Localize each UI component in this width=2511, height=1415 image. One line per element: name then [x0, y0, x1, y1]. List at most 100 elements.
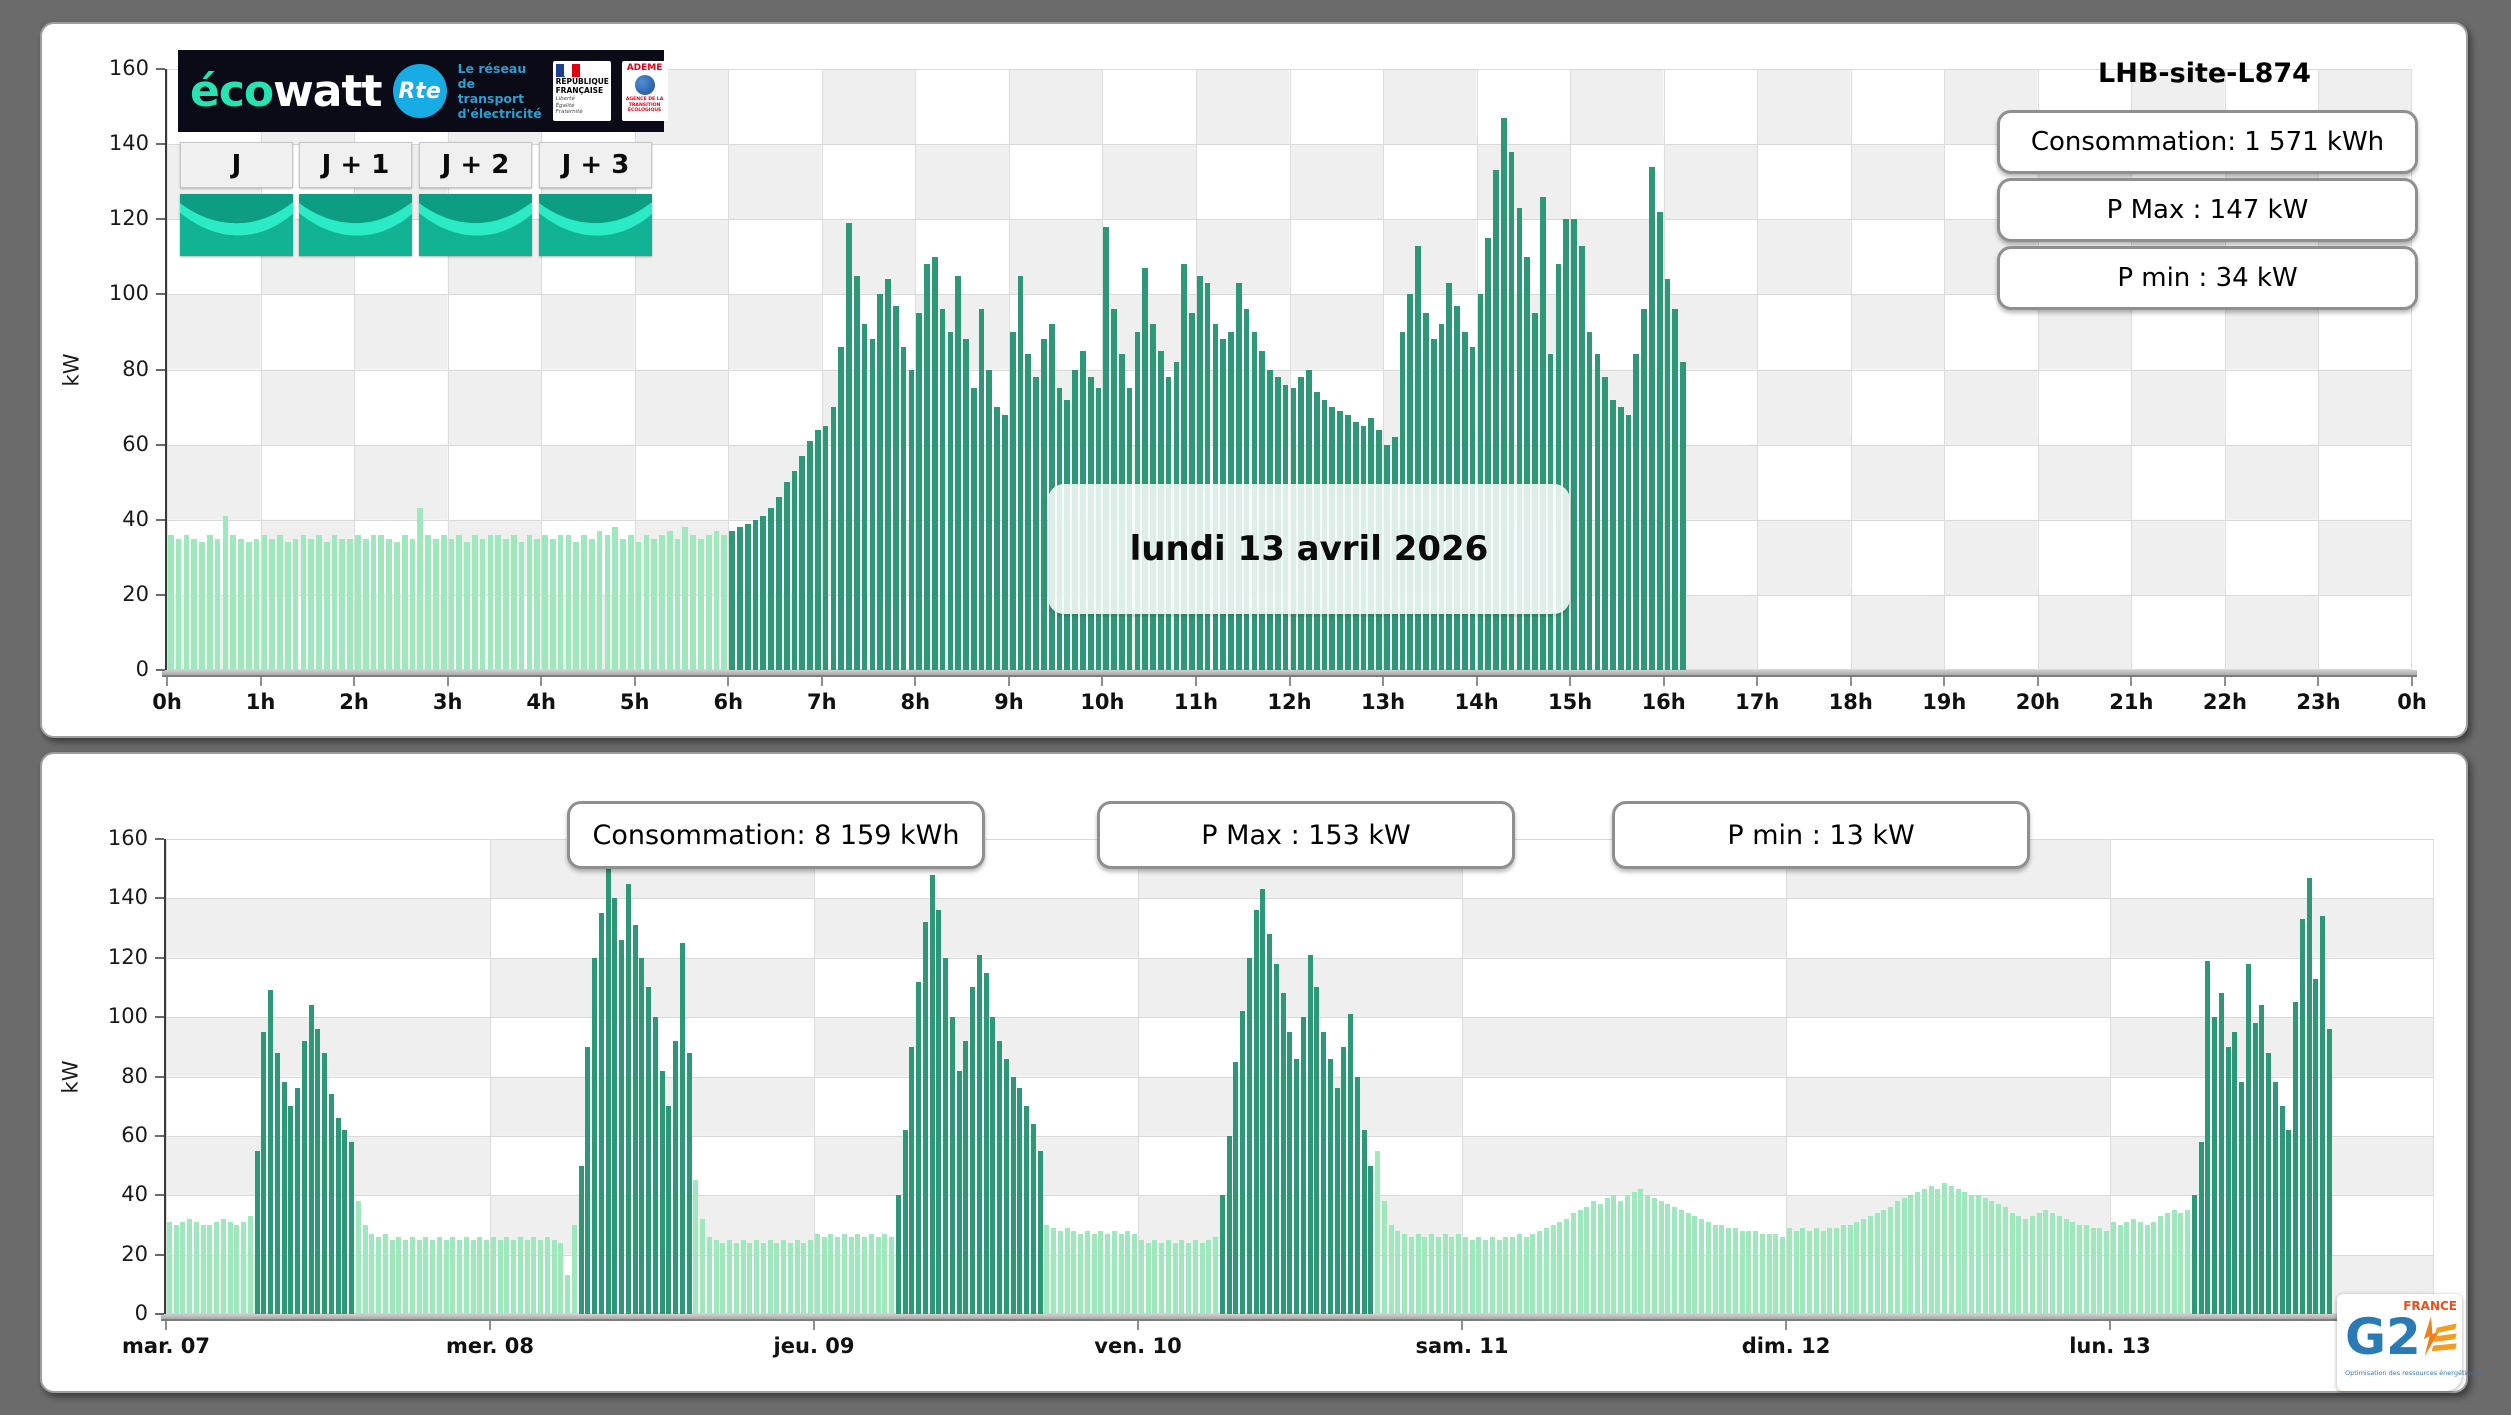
y-axis-label: 100 — [107, 1004, 148, 1029]
bar — [2252, 1023, 2258, 1314]
tick-mark — [1007, 677, 1010, 686]
bar — [1500, 117, 1507, 670]
tick-mark — [914, 677, 917, 686]
y-axis-label: 160 — [107, 826, 148, 850]
day-button-j2[interactable]: J + 2 — [419, 142, 532, 256]
bar — [596, 531, 603, 670]
day-button-j3[interactable]: J + 3 — [539, 142, 652, 256]
grid-line — [1757, 69, 1759, 670]
bar — [1025, 354, 1032, 670]
tick-mark — [1194, 677, 1197, 686]
tick-mark — [155, 897, 164, 900]
tick-mark — [156, 368, 165, 371]
bar — [939, 309, 946, 670]
grid-line — [166, 1313, 2434, 1314]
bar — [1827, 1227, 1833, 1314]
bar — [1483, 1239, 1489, 1314]
y-axis-label: 20 — [121, 1241, 148, 1266]
bar — [425, 534, 431, 670]
bar — [1651, 1198, 1657, 1314]
bar — [585, 1046, 591, 1314]
bar — [173, 1224, 179, 1314]
bar — [581, 534, 587, 670]
bar — [1496, 1239, 1502, 1314]
grid-line — [166, 1254, 2434, 1256]
bar — [2164, 1213, 2170, 1314]
bar — [1435, 1236, 1441, 1314]
x-axis-label: lun. 13 — [2069, 1334, 2151, 1358]
ecowatt-gauge-icon — [180, 194, 293, 256]
daily-pmin-badge: P min : 34 kW — [1997, 246, 2418, 310]
day-button-j1[interactable]: J + 1 — [299, 142, 412, 256]
bar — [534, 538, 541, 670]
ecowatt-logo: écowatt Rte Le réseau de transport d'éle… — [178, 50, 668, 132]
bar — [416, 1239, 422, 1314]
bar — [635, 542, 642, 670]
bar — [1051, 1227, 1057, 1314]
grid-line — [2224, 69, 2226, 670]
tick-mark — [353, 677, 356, 686]
bar — [1260, 889, 1266, 1314]
bar — [1881, 1210, 1887, 1314]
bar — [1030, 1124, 1036, 1314]
bar — [2070, 1221, 2076, 1314]
bar — [1638, 1189, 1644, 1314]
bar — [2056, 1216, 2062, 1314]
bar — [814, 429, 821, 670]
bar — [1233, 1061, 1239, 1314]
bar — [760, 515, 767, 670]
bar — [1415, 1233, 1421, 1314]
y-axis-label: 160 — [108, 56, 149, 80]
bar — [720, 1242, 726, 1314]
x-axis-label: 22h — [2202, 690, 2247, 714]
bar — [1633, 354, 1640, 670]
bar — [440, 534, 447, 670]
bar — [1456, 1233, 1462, 1314]
ademe-globe-icon — [634, 75, 655, 95]
bar — [990, 1017, 996, 1314]
bar — [484, 1239, 490, 1314]
tick-mark — [1569, 677, 1572, 686]
bar — [612, 898, 618, 1314]
bar — [1665, 1204, 1671, 1314]
republique-francaise-logo: RÉPUBLIQUE FRANÇAISE Liberté Égalité Fra… — [552, 61, 611, 121]
bar — [846, 223, 852, 670]
bar — [1888, 1207, 1894, 1314]
bar — [1570, 1213, 1576, 1314]
bar — [646, 987, 652, 1314]
tick-mark — [1137, 1321, 1139, 1330]
bar — [1446, 283, 1453, 670]
x-axis-label: 23h — [2296, 690, 2341, 714]
bar — [1125, 1230, 1131, 1314]
bar — [1179, 1239, 1185, 1314]
grid-line — [1476, 69, 1478, 670]
bar — [227, 1221, 233, 1314]
ademe-title: ADEME — [626, 63, 663, 73]
bar — [347, 538, 353, 670]
bar — [733, 1242, 739, 1314]
bar — [909, 1046, 915, 1314]
bar — [1235, 283, 1242, 670]
bar — [1314, 987, 1320, 1314]
bar — [382, 1233, 388, 1314]
bar — [292, 538, 299, 670]
bar — [1152, 1239, 1158, 1314]
bar — [1726, 1227, 1732, 1314]
bar — [986, 369, 993, 670]
bar — [2083, 1224, 2089, 1314]
ademe-logo: ADEME AGENCE DE LA TRANSITION ÉCOLOGIQUE — [621, 61, 668, 121]
bar — [1219, 1195, 1225, 1314]
y-axis-unit-label: kW — [59, 353, 84, 386]
bar — [180, 1221, 186, 1314]
weekly-chart-panel: 0 20 40 60 80 100 120 140 160 mar. 07 mer. 08 jeu. … — [40, 752, 2468, 1393]
bar — [929, 874, 935, 1314]
day-button-j[interactable]: J — [180, 142, 293, 256]
bar — [175, 538, 182, 670]
bar — [1948, 1186, 1954, 1314]
bar — [1226, 1135, 1232, 1314]
weekly-chart-plot[interactable]: 0 20 40 60 80 100 120 140 160 mar. 07 mer. 08 jeu. … — [58, 826, 2439, 1358]
bar — [889, 1236, 895, 1314]
bar — [1017, 275, 1024, 670]
x-axis-label: 20h — [2015, 690, 2060, 714]
bar — [828, 1233, 834, 1314]
